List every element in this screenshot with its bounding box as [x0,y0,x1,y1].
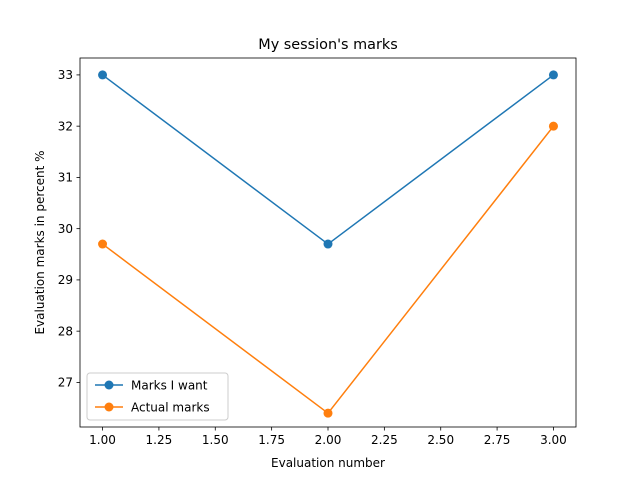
x-axis-label: Evaluation number [271,456,385,470]
x-tick-label-6: 2.50 [427,433,454,447]
legend-label-0: Marks I want [131,379,208,393]
plot-area [98,70,558,418]
series-1-point-0 [98,239,108,249]
y-tick-label-2: 29 [58,273,73,287]
x-tick-label-5: 2.25 [371,433,398,447]
y-tick-label-4: 31 [58,171,73,185]
legend-marker-1 [104,402,114,412]
series-0-point-0 [98,70,108,80]
x-tick-label-7: 2.75 [484,433,511,447]
series-line-0 [102,74,554,245]
legend-marker-0 [104,380,114,390]
x-tick-label-4: 2.00 [315,433,342,447]
y-tick-label-6: 33 [58,68,73,82]
x-tick-label-3: 1.75 [258,433,285,447]
series-0-point-2 [548,70,558,80]
series-0-point-1 [323,239,333,249]
x-tick-label-1: 1.25 [146,433,173,447]
x-tick-label-2: 1.50 [202,433,229,447]
legend-label-1: Actual marks [131,401,210,415]
y-tick-label-1: 28 [58,324,73,338]
x-tick-label-0: 1.00 [89,433,116,447]
series-1-point-2 [548,121,558,131]
axis-ticks: 1.00 1.25 1.50 1.75 2.00 2.25 2.50 2.75 3.00 27 28… [58,68,567,447]
y-tick-label-3: 30 [58,222,73,236]
series-1-point-1 [323,408,333,418]
y-axis-label: Evaluation marks in percent % [33,150,47,334]
x-tick-label-8: 3.00 [540,433,567,447]
y-tick-label-5: 32 [58,119,73,133]
series-line-1 [102,125,555,414]
legend: Marks I want Actual marks [86,372,229,421]
axes-frame [79,57,577,428]
chart-title: My session's marks [258,37,397,53]
y-tick-label-0: 27 [58,376,73,390]
